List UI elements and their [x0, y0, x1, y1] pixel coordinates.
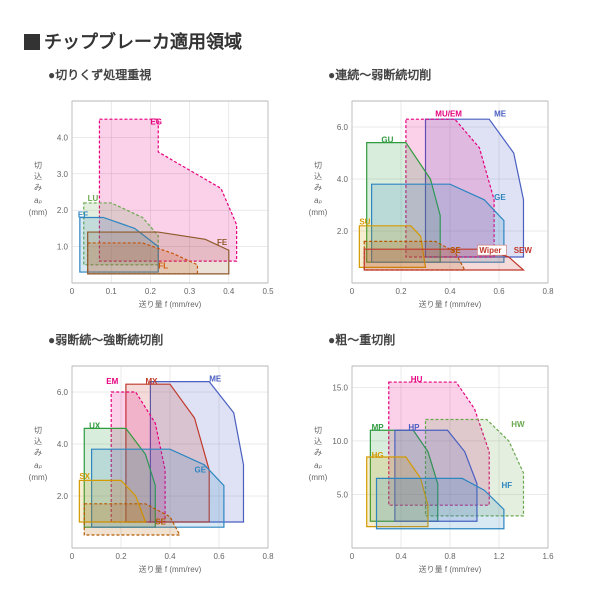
svg-text:Wiper: Wiper	[479, 246, 501, 255]
svg-text:0.8: 0.8	[262, 552, 274, 561]
svg-text:6.0: 6.0	[337, 123, 349, 132]
svg-text:GE: GE	[494, 193, 506, 202]
svg-text:0.2: 0.2	[395, 287, 407, 296]
svg-text:(mm): (mm)	[309, 208, 328, 217]
charts-grid: ●切りくず処理重視 0 0.1 0.2 0.3 0.4 0.5 1.0 2.0 3.0 4.0 EG L…	[24, 66, 576, 592]
svg-text:10.0: 10.0	[332, 437, 348, 446]
svg-text:0.2: 0.2	[115, 552, 127, 561]
svg-text:0.1: 0.1	[106, 287, 118, 296]
svg-text:0: 0	[70, 552, 75, 561]
chart-panel-3: ●粗～重切削 0 0.4 0.8 1.2 1.6 5.0 10.0 15.0 HU HW MP HP HG…	[304, 331, 576, 592]
svg-text:MP: MP	[372, 423, 385, 432]
svg-text:1.0: 1.0	[57, 243, 69, 252]
svg-text:切: 切	[34, 426, 42, 435]
svg-text:0: 0	[350, 287, 355, 296]
svg-text:HG: HG	[372, 451, 384, 460]
svg-text:5.0: 5.0	[337, 490, 349, 499]
svg-text:0.3: 0.3	[184, 287, 196, 296]
svg-text:み: み	[34, 183, 42, 192]
svg-text:0.5: 0.5	[262, 287, 274, 296]
svg-text:切: 切	[34, 161, 42, 170]
svg-text:GU: GU	[381, 136, 393, 145]
svg-text:1.2: 1.2	[493, 552, 505, 561]
svg-text:4.0: 4.0	[57, 440, 69, 449]
svg-text:EG: EG	[150, 118, 162, 127]
svg-text:aₚ: aₚ	[34, 196, 42, 205]
svg-text:aₚ: aₚ	[314, 461, 322, 470]
svg-text:送り量 f (mm/rev): 送り量 f (mm/rev)	[139, 564, 202, 574]
svg-text:(mm): (mm)	[29, 208, 48, 217]
svg-text:み: み	[314, 448, 322, 457]
svg-text:0.8: 0.8	[542, 287, 554, 296]
svg-text:込: 込	[314, 172, 322, 181]
svg-text:0.4: 0.4	[444, 287, 456, 296]
svg-text:送り量 f (mm/rev): 送り量 f (mm/rev)	[419, 564, 482, 574]
chart-title: ●弱断続～強断続切削	[48, 331, 296, 348]
svg-text:2.0: 2.0	[337, 227, 349, 236]
svg-text:送り量 f (mm/rev): 送り量 f (mm/rev)	[139, 299, 202, 309]
svg-text:LU: LU	[88, 194, 99, 203]
svg-text:0: 0	[70, 287, 75, 296]
svg-text:FL: FL	[158, 261, 168, 270]
svg-text:aₚ: aₚ	[314, 196, 322, 205]
svg-text:0: 0	[350, 552, 355, 561]
svg-text:み: み	[314, 183, 322, 192]
svg-text:切: 切	[314, 161, 322, 170]
svg-text:(mm): (mm)	[309, 473, 328, 482]
svg-text:SEW: SEW	[514, 246, 533, 255]
svg-text:3.0: 3.0	[57, 170, 69, 179]
main-title: チップブレーカ適用領域	[24, 28, 576, 54]
svg-text:0.4: 0.4	[395, 552, 407, 561]
svg-text:2.0: 2.0	[57, 206, 69, 215]
main-title-text: チップブレーカ適用領域	[44, 32, 242, 52]
svg-text:0.8: 0.8	[444, 552, 456, 561]
svg-text:HF: HF	[501, 481, 512, 490]
svg-text:UX: UX	[89, 421, 101, 430]
svg-text:EF: EF	[78, 210, 88, 219]
svg-text:1.6: 1.6	[542, 552, 554, 561]
chart-title: ●切りくず処理重視	[48, 66, 296, 83]
chart-panel-2: ●弱断続～強断続切削 0 0.2 0.4 0.6 0.8 2.0 4.0 6.0 ME MX EM UX…	[24, 331, 296, 592]
chart-title: ●連続～弱断続切削	[328, 66, 576, 83]
chart-panel-1: ●連続～弱断続切削 0 0.2 0.4 0.6 0.8 2.0 4.0 6.0 ME MU/EM GU…	[304, 66, 576, 327]
svg-text:HP: HP	[408, 423, 420, 432]
chart-panel-0: ●切りくず処理重視 0 0.1 0.2 0.3 0.4 0.5 1.0 2.0 3.0 4.0 EG L…	[24, 66, 296, 327]
svg-text:切: 切	[314, 426, 322, 435]
svg-text:込: 込	[314, 437, 322, 446]
svg-text:HU: HU	[411, 375, 423, 384]
svg-text:MU/EM: MU/EM	[435, 110, 462, 119]
svg-text:FE: FE	[217, 238, 228, 247]
svg-text:送り量 f (mm/rev): 送り量 f (mm/rev)	[419, 299, 482, 309]
svg-text:0.4: 0.4	[164, 552, 176, 561]
svg-text:0.4: 0.4	[223, 287, 235, 296]
svg-text:SE: SE	[155, 518, 166, 527]
svg-text:込: 込	[34, 437, 42, 446]
svg-text:GE: GE	[195, 466, 207, 475]
svg-text:4.0: 4.0	[337, 175, 349, 184]
svg-text:MX: MX	[146, 377, 159, 386]
svg-text:SU: SU	[359, 218, 370, 227]
svg-text:0.6: 0.6	[493, 287, 505, 296]
svg-text:(mm): (mm)	[29, 473, 48, 482]
svg-text:HW: HW	[511, 420, 525, 429]
svg-text:EM: EM	[106, 377, 118, 386]
svg-text:aₚ: aₚ	[34, 461, 42, 470]
svg-text:ME: ME	[494, 110, 507, 119]
svg-text:0.6: 0.6	[213, 552, 225, 561]
svg-text:4.0: 4.0	[57, 133, 69, 142]
chart-title: ●粗～重切削	[328, 331, 576, 348]
svg-text:SE: SE	[450, 246, 461, 255]
svg-text:ME: ME	[209, 375, 222, 384]
svg-text:6.0: 6.0	[57, 388, 69, 397]
svg-text:SX: SX	[79, 472, 90, 481]
svg-text:込: 込	[34, 172, 42, 181]
title-square-icon	[24, 34, 40, 50]
svg-text:2.0: 2.0	[57, 492, 69, 501]
svg-text:み: み	[34, 448, 42, 457]
svg-text:15.0: 15.0	[332, 383, 348, 392]
svg-text:0.2: 0.2	[145, 287, 157, 296]
